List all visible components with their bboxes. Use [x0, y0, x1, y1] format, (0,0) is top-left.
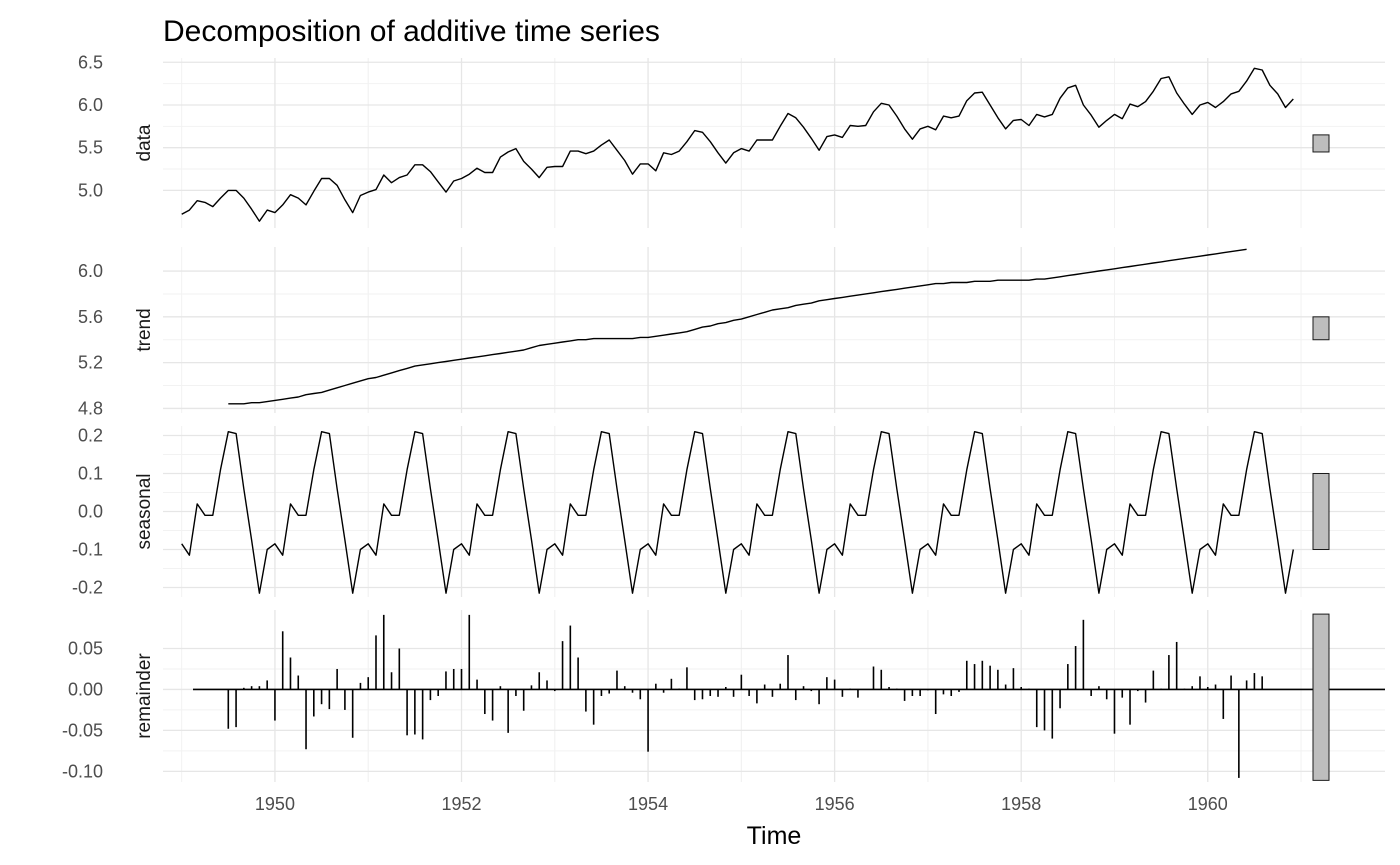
y-tick-label: -0.1: [72, 540, 103, 560]
x-tick-label: 1958: [1001, 794, 1041, 814]
range-bar-seasonal: [1312, 473, 1330, 550]
panel-label: trend: [134, 308, 155, 351]
panel-data: 5.0 5.5 6.0 6.5 data: [78, 52, 1385, 228]
y-tick-label: 6.5: [78, 52, 103, 72]
series-line-data: [181, 67, 1294, 222]
range-bar-data: [1312, 134, 1330, 153]
x-axis-title: Time: [747, 822, 802, 850]
range-bar-remainder: [1312, 613, 1330, 781]
panel-remainder: -0.10 -0.05 0.00 0.05 remainder: [62, 610, 1385, 782]
x-tick-label: 1950: [255, 794, 295, 814]
y-tick-label: -0.2: [72, 578, 103, 598]
panel-seasonal: -0.2 -0.1 0.0 0.1 0.2 seasonal: [72, 426, 1385, 598]
y-tick-label: -0.05: [62, 720, 103, 740]
y-tick-label: 0.05: [68, 638, 103, 658]
y-tick-label: 5.5: [78, 138, 103, 158]
y-tick-label: 0.0: [78, 502, 103, 522]
y-tick-label: -0.10: [62, 761, 103, 781]
x-tick-label: 1960: [1188, 794, 1228, 814]
y-tick-label: 6.0: [78, 261, 103, 281]
series-line-seasonal: [181, 431, 1294, 594]
x-tick-label: 1956: [815, 794, 855, 814]
panel-label: data: [134, 124, 155, 161]
chart-title: Decomposition of additive time series: [163, 15, 660, 48]
panel-label: remainder: [134, 653, 155, 739]
y-tick-label: 4.8: [78, 398, 103, 418]
x-tick-label: 1954: [628, 794, 668, 814]
range-bar-trend: [1312, 316, 1330, 341]
y-tick-label: 0.00: [68, 679, 103, 699]
y-tick-label: 5.0: [78, 180, 103, 200]
panels-group: 5.05.56.06.5data4.85.25.66.0trend-0.2-0.…: [62, 52, 1385, 782]
y-tick-label: 0.2: [78, 426, 103, 446]
y-tick-label: 6.0: [78, 95, 103, 115]
x-axis: 1950 1952 1954 1956 1958 1960: [255, 794, 1228, 814]
series-line-trend: [228, 248, 1247, 405]
panel-trend: 4.8 5.2 5.6 6.0 trend: [78, 247, 1385, 418]
panel-label: seasonal: [134, 473, 155, 549]
y-tick-label: 5.2: [78, 353, 103, 373]
y-tick-label: 5.6: [78, 307, 103, 327]
x-tick-label: 1952: [441, 794, 481, 814]
y-tick-label: 0.1: [78, 464, 103, 484]
